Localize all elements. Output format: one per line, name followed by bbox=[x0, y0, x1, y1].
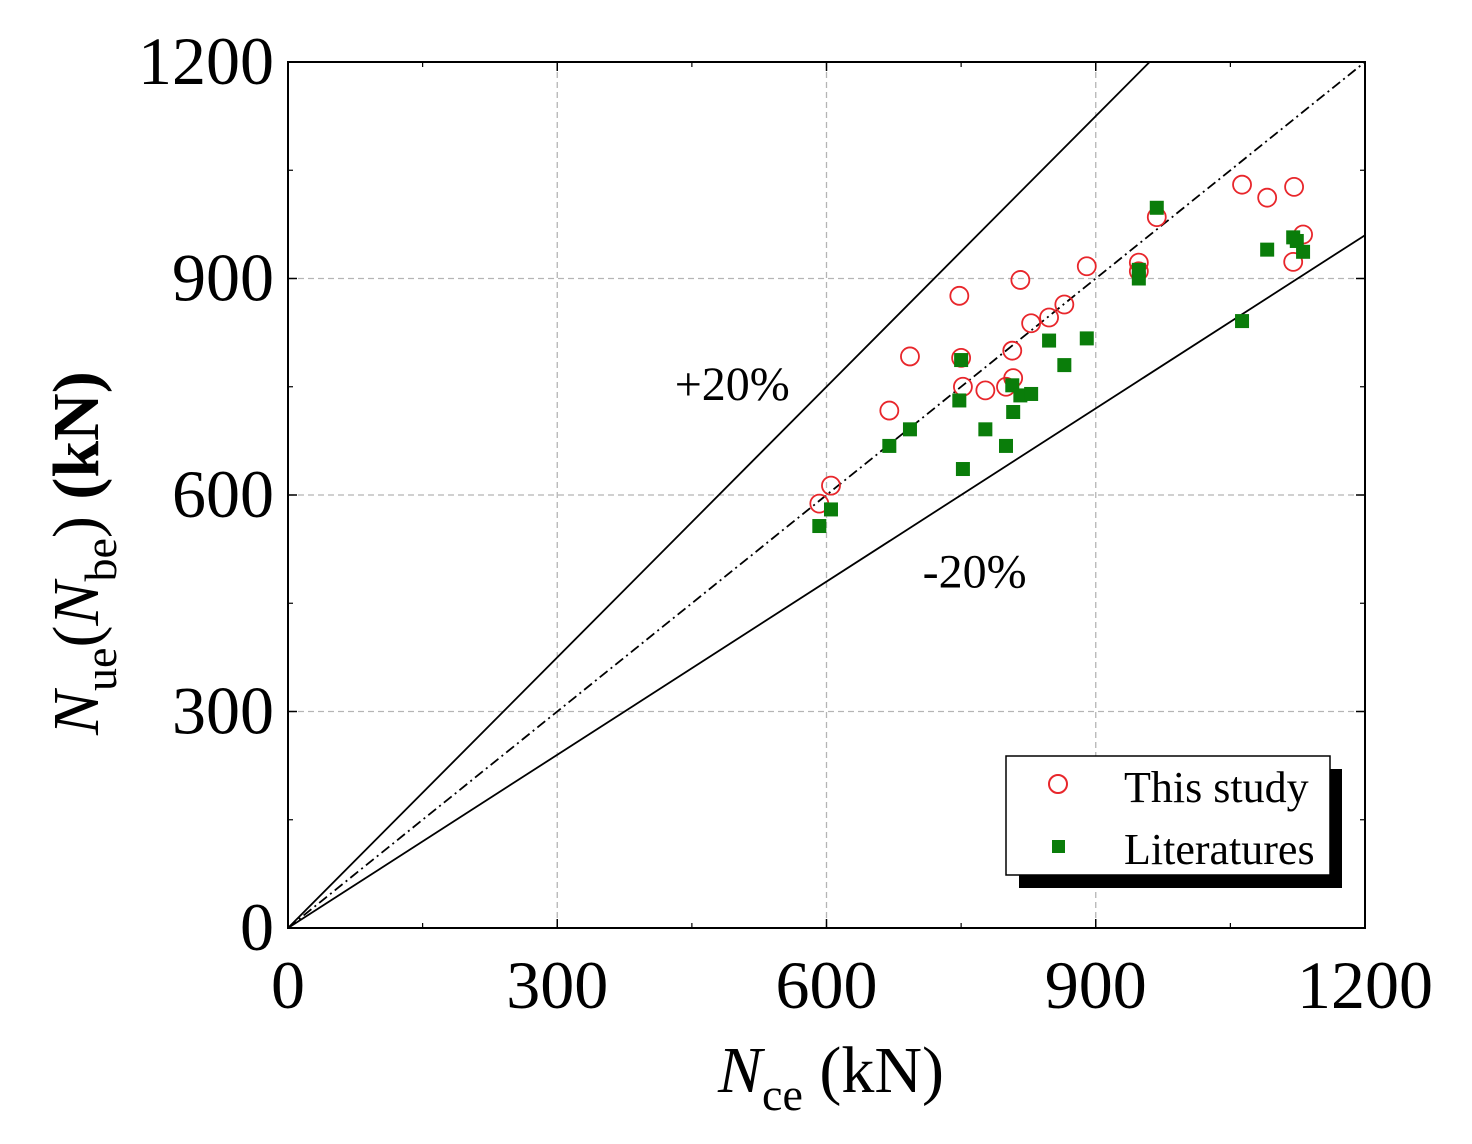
y-axis-title-main2: N bbox=[40, 578, 113, 627]
literatures-point-5 bbox=[954, 353, 969, 368]
literatures-point-3 bbox=[902, 422, 917, 437]
y-tick-label-300: 300 bbox=[172, 673, 274, 749]
y-axis-title: Nue(Nbe) (kN) bbox=[40, 371, 126, 736]
y-axis-title-sub2: be bbox=[75, 538, 126, 581]
this-study-point-10 bbox=[1002, 340, 1023, 361]
data-points bbox=[809, 174, 1313, 534]
literatures-point-19 bbox=[1235, 314, 1250, 329]
y-axis-title-main1: N bbox=[40, 687, 113, 736]
y-tick-label-600: 600 bbox=[172, 456, 274, 532]
tick-labels: 0 300 600 900 1200 0 300 600 900 1200 bbox=[138, 23, 1433, 1023]
this-study-point-3 bbox=[900, 346, 920, 367]
y-axis-title-unit: (kN) bbox=[40, 371, 113, 516]
x-axis-title-main: N bbox=[717, 1034, 766, 1107]
this-study-point-13 bbox=[1039, 307, 1059, 328]
y-axis-title-paren-open: ( bbox=[40, 626, 113, 648]
legend: This study Literatures bbox=[1005, 755, 1342, 888]
literatures-point-12 bbox=[1024, 386, 1039, 401]
this-study-point-15 bbox=[1076, 256, 1097, 277]
literatures-point-4 bbox=[952, 393, 967, 408]
this-study-point-11 bbox=[1010, 270, 1031, 290]
this-study-point-1 bbox=[821, 475, 841, 496]
legend-label-this-study: This study bbox=[1124, 763, 1309, 812]
this-study-point-14 bbox=[1054, 294, 1075, 315]
literatures-point-0 bbox=[812, 519, 827, 534]
literatures-point-23 bbox=[1296, 244, 1311, 259]
legend-marker-this-study bbox=[1048, 774, 1068, 794]
this-study-point-4 bbox=[949, 285, 970, 306]
band-label-plus-20: +20% bbox=[675, 358, 790, 411]
reference-line-plusminus-20 bbox=[287, 61, 1151, 929]
y-tick-label-900: 900 bbox=[172, 240, 274, 316]
literatures-point-11 bbox=[1013, 388, 1028, 403]
literatures-point-6 bbox=[955, 462, 970, 477]
literatures-point-2 bbox=[882, 438, 897, 453]
legend-label-literatures: Literatures bbox=[1124, 825, 1315, 874]
this-study-point-19 bbox=[1232, 174, 1252, 195]
this-study-point-2 bbox=[879, 400, 900, 421]
this-study-point-22 bbox=[1283, 252, 1304, 272]
x-tick-label-600: 600 bbox=[776, 947, 878, 1023]
y-tick-label-1200: 1200 bbox=[138, 23, 274, 99]
literatures-point-8 bbox=[999, 438, 1013, 453]
axis-ticks bbox=[287, 61, 1366, 929]
y-tick-label-0: 0 bbox=[240, 889, 274, 965]
y-axis-title-sub1: ue bbox=[75, 648, 126, 691]
literatures-point-22 bbox=[1289, 233, 1304, 248]
literatures-point-13 bbox=[1042, 333, 1057, 348]
this-study-point-12 bbox=[1021, 313, 1042, 334]
this-study-point-6 bbox=[953, 376, 973, 397]
literatures-point-1 bbox=[823, 502, 838, 517]
literatures-point-9 bbox=[1006, 405, 1021, 420]
reference-line-minus-20 bbox=[287, 234, 1366, 929]
reference-lines bbox=[287, 61, 1366, 929]
legend-marker-literatures bbox=[1052, 840, 1065, 853]
x-tick-label-1200: 1200 bbox=[1297, 947, 1433, 1023]
x-axis-title: Nce (kN) bbox=[717, 1034, 944, 1120]
x-tick-label-900: 900 bbox=[1045, 947, 1147, 1023]
this-study-point-21 bbox=[1284, 176, 1304, 197]
literatures-point-18 bbox=[1149, 200, 1164, 215]
band-label-minus-20: -20% bbox=[923, 546, 1027, 599]
literatures-point-17 bbox=[1131, 262, 1146, 277]
x-axis-title-unit: (kN) bbox=[803, 1034, 944, 1107]
literatures-point-14 bbox=[1057, 358, 1072, 373]
y-axis-title-paren-close: ) bbox=[40, 516, 113, 538]
x-tick-label-0: 0 bbox=[271, 947, 305, 1023]
literatures-point-15 bbox=[1079, 331, 1094, 346]
x-axis-title-sub: ce bbox=[762, 1069, 803, 1120]
this-study-point-20 bbox=[1257, 187, 1278, 208]
literatures-point-7 bbox=[978, 422, 993, 437]
this-study-point-7 bbox=[975, 380, 996, 401]
x-tick-label-300: 300 bbox=[506, 947, 608, 1023]
literatures-point-20 bbox=[1260, 242, 1275, 257]
